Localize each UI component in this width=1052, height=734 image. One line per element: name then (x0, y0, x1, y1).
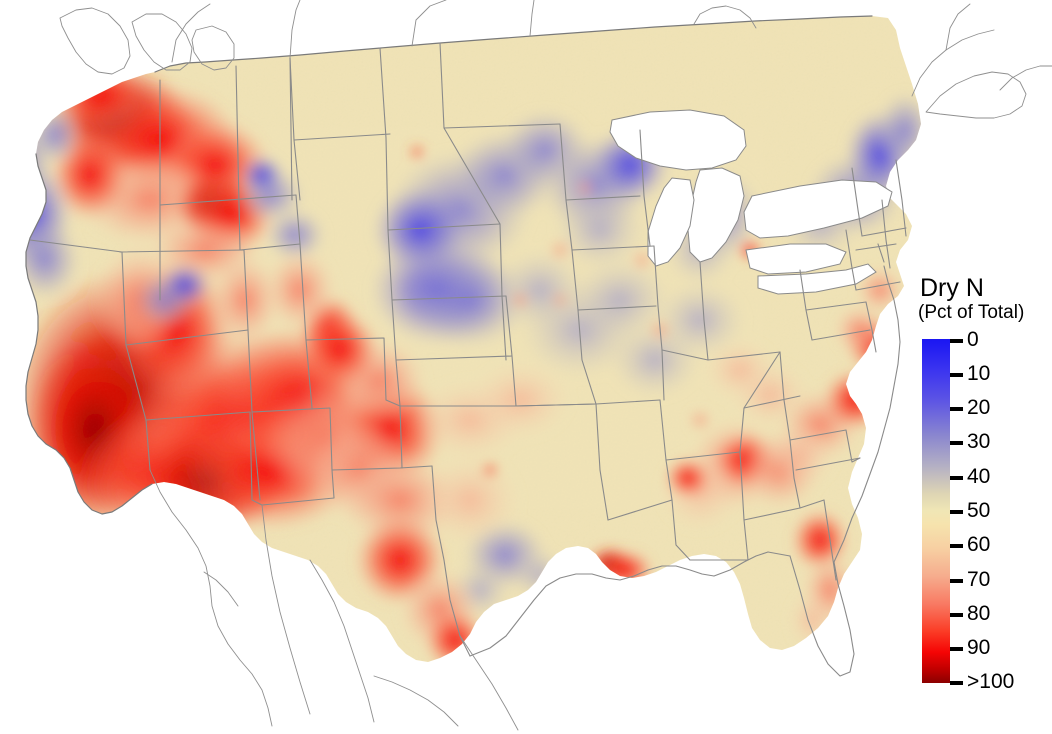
colorbar-tick-label: 90 (967, 636, 991, 659)
colorbar-tick-label: 30 (967, 430, 991, 453)
colorbar-wrap: 0 10 20 30 40 50 60 70 80 90 >100 (922, 329, 1048, 692)
great-lakes (609, 109, 893, 295)
colorbar-tick (950, 647, 963, 651)
state-borders (25, 0, 1052, 731)
colorbar-tick-label: 60 (967, 533, 991, 556)
colorbar-gradient (922, 339, 950, 683)
colorbar-tick (950, 613, 963, 617)
colorbar-tick-label: 10 (967, 362, 991, 385)
colorbar-tick (950, 407, 963, 411)
colorbar-tick-label: 80 (967, 602, 991, 625)
colorbar-tick (950, 339, 963, 343)
legend: Dry N (Pct of Total) 0 10 20 30 40 50 60… (908, 276, 1052, 696)
colorbar-tick-label: 0 (967, 328, 979, 351)
colorbar-tick (950, 476, 963, 480)
colorbar-tick-label: 40 (967, 465, 991, 488)
colorbar-tick (950, 544, 963, 548)
colorbar-tick (950, 510, 963, 514)
colorbar-tick-label: >100 (967, 670, 1015, 693)
colorbar-tick (950, 373, 963, 377)
colorbar-tick-label: 50 (967, 499, 991, 522)
colorbar-tick-label: 70 (967, 568, 991, 591)
legend-subtitle: (Pct of Total) (918, 302, 1025, 323)
colorbar-tick (950, 579, 963, 583)
colorbar-tick-label: 20 (967, 396, 991, 419)
legend-title: Dry N (920, 274, 984, 302)
colorbar-tick (950, 681, 963, 685)
colorbar-tick (950, 441, 963, 445)
